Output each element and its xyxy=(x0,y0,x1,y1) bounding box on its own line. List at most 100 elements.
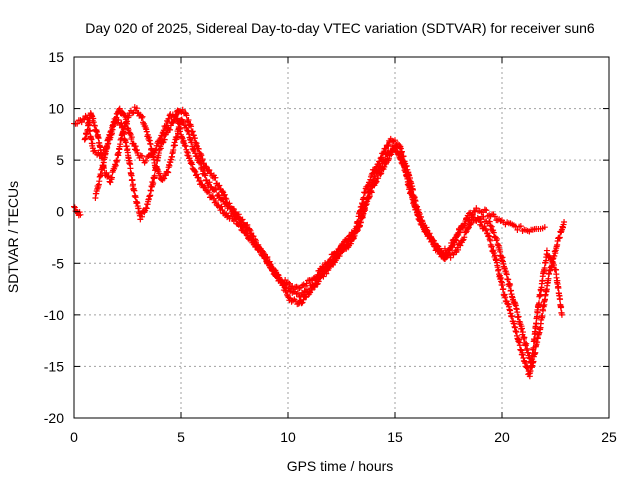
data-point xyxy=(447,254,454,261)
data-point xyxy=(336,253,343,260)
data-point xyxy=(532,330,539,337)
data-point xyxy=(250,233,257,240)
data-point xyxy=(377,171,384,178)
data-point xyxy=(97,172,104,179)
data-point xyxy=(444,251,451,258)
data-point xyxy=(364,198,371,205)
data-point xyxy=(173,111,180,118)
data-point xyxy=(216,182,223,189)
data-point xyxy=(339,248,346,255)
data-point xyxy=(455,246,462,253)
data-point xyxy=(375,175,382,182)
data-point xyxy=(199,156,206,163)
series-early-segment xyxy=(71,203,84,219)
data-point xyxy=(333,255,340,262)
data-point xyxy=(276,274,283,281)
data-point xyxy=(171,116,178,123)
data-point xyxy=(248,230,255,237)
data-point xyxy=(530,344,537,351)
x-tick-label: 20 xyxy=(494,429,510,445)
x-tick-label: 10 xyxy=(280,429,296,445)
data-point xyxy=(206,189,213,196)
data-point xyxy=(219,188,226,195)
y-tick-label: -10 xyxy=(44,307,64,323)
data-point xyxy=(225,212,232,219)
data-point xyxy=(545,275,552,282)
data-point xyxy=(488,223,495,230)
data-point xyxy=(197,177,204,184)
data-point xyxy=(172,112,179,119)
data-point xyxy=(183,112,190,119)
data-point xyxy=(123,121,130,128)
data-point xyxy=(556,234,563,241)
data-point xyxy=(116,105,123,112)
data-point xyxy=(392,137,398,144)
data-point xyxy=(132,143,139,150)
data-point xyxy=(481,223,488,230)
data-point xyxy=(431,243,438,250)
data-point xyxy=(252,237,259,244)
y-tick-label: -15 xyxy=(44,358,64,374)
data-point xyxy=(218,203,225,210)
data-point xyxy=(129,110,136,117)
data-point xyxy=(385,155,392,162)
data-point xyxy=(441,245,448,252)
data-point xyxy=(231,208,238,215)
data-point xyxy=(114,157,121,164)
data-point xyxy=(300,281,307,288)
data-point xyxy=(457,242,464,249)
data-point xyxy=(189,161,196,168)
data-point xyxy=(537,292,544,299)
data-point xyxy=(378,170,385,177)
data-point xyxy=(161,136,168,143)
data-point xyxy=(514,226,521,233)
data-point xyxy=(558,303,565,310)
data-point xyxy=(536,300,543,307)
data-point xyxy=(74,120,81,127)
x-tick-label: 0 xyxy=(70,429,78,445)
data-point xyxy=(175,125,182,132)
data-point xyxy=(200,160,207,167)
data-point xyxy=(518,325,525,332)
data-point xyxy=(278,278,285,285)
data-point xyxy=(372,179,379,186)
data-point xyxy=(232,210,239,217)
data-point xyxy=(206,179,213,186)
data-point xyxy=(222,195,229,202)
data-point xyxy=(457,226,464,233)
x-tick-label: 25 xyxy=(601,429,617,445)
grid-lines xyxy=(74,57,609,418)
data-point xyxy=(449,242,456,249)
data-point xyxy=(557,296,564,303)
data-point xyxy=(206,167,213,174)
data-point xyxy=(172,142,179,149)
data-point xyxy=(461,234,468,241)
data-point xyxy=(212,198,219,205)
data-point xyxy=(188,123,195,130)
data-point xyxy=(456,229,463,236)
data-point xyxy=(441,256,448,263)
data-point xyxy=(289,283,296,290)
data-point xyxy=(491,213,498,220)
data-point xyxy=(427,233,434,240)
data-point xyxy=(366,194,373,201)
data-point xyxy=(350,235,357,242)
y-axis-label: SDTVAR / TECUs xyxy=(5,181,21,293)
data-point xyxy=(404,175,411,182)
data-point xyxy=(197,150,204,157)
data-point xyxy=(213,186,220,193)
data-point xyxy=(272,267,279,274)
data-point xyxy=(490,229,497,236)
data-point xyxy=(472,208,479,215)
data-point xyxy=(198,152,205,159)
data-point xyxy=(152,147,159,154)
data-point xyxy=(195,174,202,181)
data-point xyxy=(261,253,268,260)
data-point xyxy=(292,298,299,305)
data-point xyxy=(201,183,208,190)
data-point xyxy=(77,211,84,218)
data-point xyxy=(71,204,78,211)
data-point xyxy=(281,284,288,291)
data-point xyxy=(373,178,380,185)
